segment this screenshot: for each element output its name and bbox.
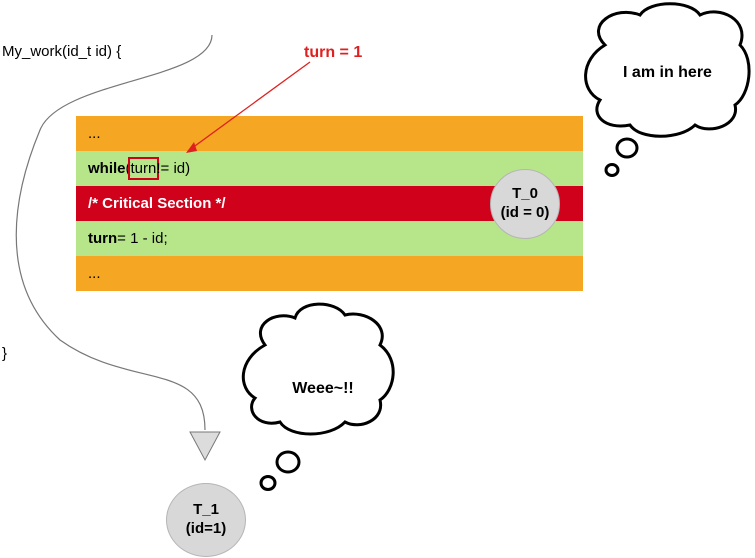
thought-text-bottom: Weee~!!: [292, 380, 354, 397]
thread-t0-id: (id = 0): [500, 204, 550, 221]
code-band-ellipsis-bottom: ...: [76, 256, 583, 291]
ellipsis-text: ...: [88, 125, 101, 142]
thread-t0-name: T_0: [512, 185, 538, 203]
annotation-arrow: [187, 61, 311, 152]
thought-bubble-large: [275, 450, 301, 474]
turn-assign-rest: = 1 - id;: [117, 230, 168, 247]
thread-t1: T_1 (id=1): [166, 483, 246, 557]
thought-cloud-bottom: [241, 302, 395, 491]
function-closing-brace: }: [2, 345, 8, 362]
thought-bubble-small: [259, 475, 277, 491]
annotation-arrowhead: [186, 142, 197, 153]
execution-flow-curve: [15, 34, 213, 431]
thread-t1-name: T_1: [193, 501, 219, 519]
execution-flow-arrowhead: [189, 431, 221, 462]
thought-text-top: I am in here: [623, 64, 712, 81]
turn-keyword: turn: [88, 230, 118, 247]
thought-bubble-large: [615, 137, 639, 159]
while-condition-rest: != id): [156, 160, 191, 177]
thread-t1-id: (id=1): [185, 520, 227, 537]
thought-bubble-small: [604, 163, 620, 177]
critical-section-comment: /* Critical Section */: [88, 195, 226, 212]
code-band-while: while (turn != id): [76, 151, 583, 186]
while-keyword: while: [88, 160, 126, 177]
while-open: (: [125, 160, 131, 177]
function-header: My_work(id_t id) {: [2, 43, 122, 60]
ellipsis-text: ...: [88, 265, 101, 282]
thread-t0: T_0 (id = 0): [490, 169, 560, 239]
thought-cloud-top: [584, 2, 751, 177]
turn-variable-highlight: turn: [127, 157, 160, 180]
turn-annotation: turn = 1: [304, 44, 363, 61]
code-band-ellipsis-top: ...: [76, 116, 583, 151]
